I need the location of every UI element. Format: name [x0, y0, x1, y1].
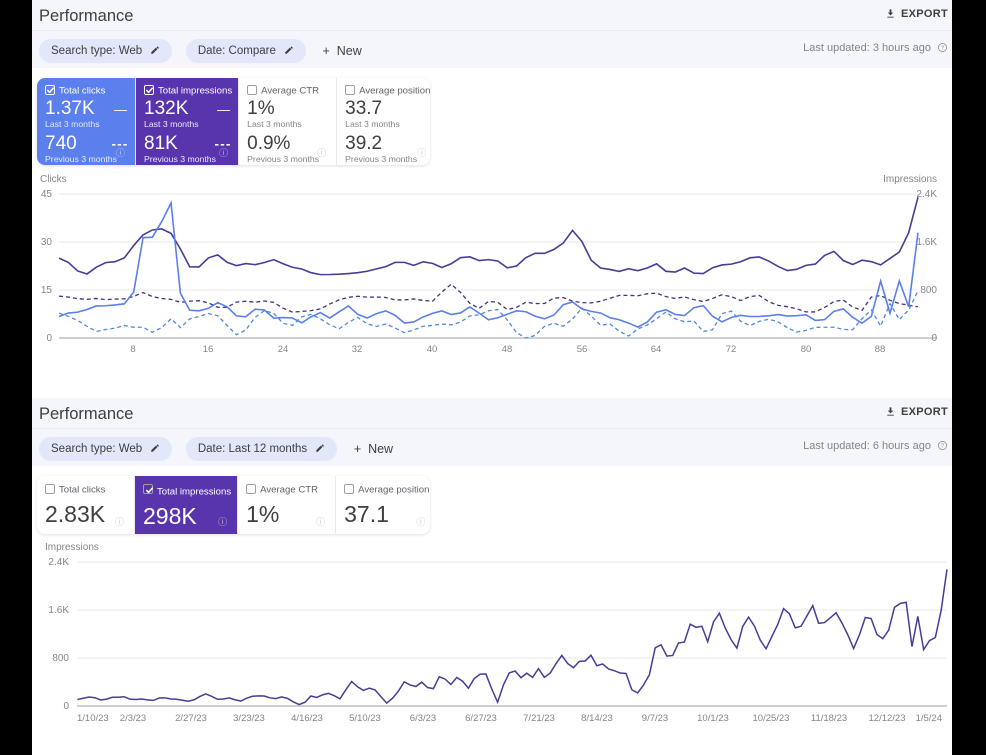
svg-text:800: 800	[52, 653, 69, 664]
svg-text:56: 56	[577, 344, 588, 355]
svg-text:0: 0	[46, 333, 52, 344]
svg-text:2.4K: 2.4K	[916, 189, 937, 200]
svg-text:10/1/23: 10/1/23	[697, 713, 729, 724]
svg-text:32: 32	[352, 344, 363, 355]
svg-text:1.6K: 1.6K	[48, 605, 69, 616]
svg-text:40: 40	[427, 344, 438, 355]
svg-text:72: 72	[726, 344, 737, 355]
svg-text:800: 800	[920, 285, 937, 296]
svg-text:Impressions: Impressions	[883, 174, 937, 185]
svg-text:11/18/23: 11/18/23	[811, 713, 847, 724]
svg-text:?: ?	[941, 46, 944, 52]
svg-text:1.6K: 1.6K	[916, 237, 937, 248]
svg-text:Clicks: Clicks	[40, 174, 67, 185]
svg-text:45: 45	[41, 189, 53, 200]
svg-text:88: 88	[875, 344, 886, 355]
svg-text:1/5/24: 1/5/24	[916, 713, 942, 724]
svg-text:7/21/23: 7/21/23	[523, 713, 555, 724]
svg-text:15: 15	[41, 285, 53, 296]
svg-text:16: 16	[203, 344, 214, 355]
svg-text:24: 24	[278, 344, 289, 355]
svg-text:64: 64	[651, 344, 662, 355]
svg-text:6/27/23: 6/27/23	[465, 713, 497, 724]
svg-text:9/7/23: 9/7/23	[642, 713, 668, 724]
svg-text:48: 48	[502, 344, 513, 355]
svg-text:1/10/23: 1/10/23	[77, 713, 109, 724]
svg-text:?: ?	[941, 444, 944, 450]
svg-text:Impressions: Impressions	[45, 542, 99, 553]
svg-text:0: 0	[63, 701, 69, 712]
svg-text:0: 0	[931, 333, 937, 344]
svg-text:4/16/23: 4/16/23	[291, 713, 323, 724]
svg-text:30: 30	[41, 237, 53, 248]
svg-text:5/10/23: 5/10/23	[349, 713, 381, 724]
svg-text:6/3/23: 6/3/23	[410, 713, 436, 724]
svg-text:8: 8	[130, 344, 135, 355]
svg-text:80: 80	[801, 344, 812, 355]
svg-text:8/14/23: 8/14/23	[581, 713, 613, 724]
svg-text:2/3/23: 2/3/23	[120, 713, 146, 724]
svg-text:2.4K: 2.4K	[48, 557, 69, 568]
svg-text:10/25/23: 10/25/23	[753, 713, 790, 724]
svg-text:12/12/23: 12/12/23	[869, 713, 906, 724]
svg-text:2/27/23: 2/27/23	[175, 713, 207, 724]
svg-text:3/23/23: 3/23/23	[233, 713, 265, 724]
